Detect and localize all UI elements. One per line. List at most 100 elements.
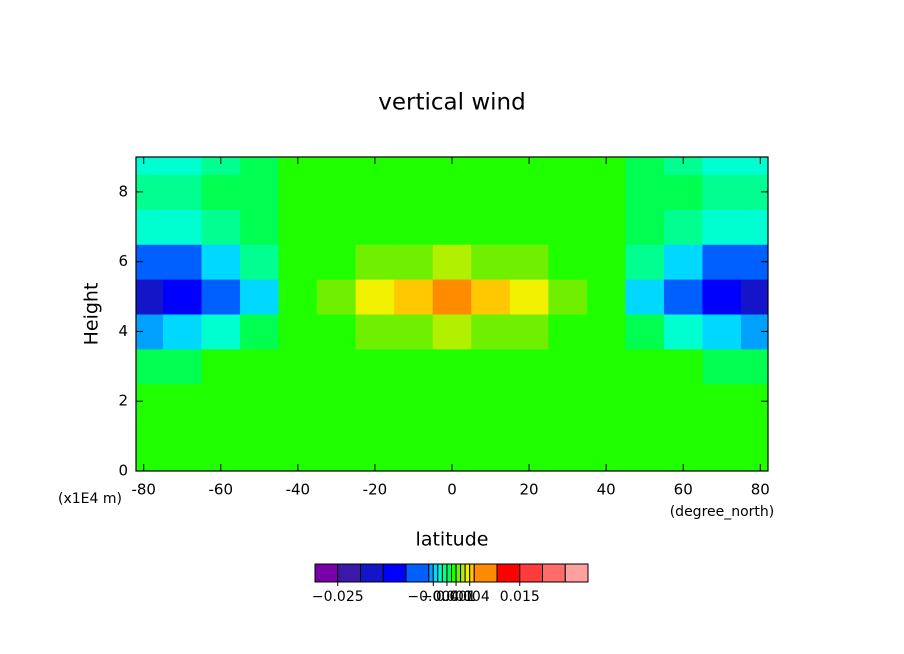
field-cell xyxy=(240,383,280,420)
y-axis-label: Height xyxy=(81,283,103,346)
field-cell xyxy=(702,279,742,315)
colorbar-box xyxy=(360,563,384,583)
field-cell xyxy=(432,174,472,210)
field-cell xyxy=(663,279,703,315)
field-cell xyxy=(162,348,203,385)
field-cell xyxy=(741,279,768,315)
field-cell xyxy=(278,418,318,455)
field-cell xyxy=(162,174,203,210)
field-cell xyxy=(394,383,434,420)
field-cell xyxy=(471,383,511,420)
field-cell xyxy=(586,174,626,210)
field-cell xyxy=(136,453,164,471)
field-cell xyxy=(355,453,395,471)
field-cell xyxy=(509,174,549,210)
field-cell xyxy=(136,244,164,280)
colorbar-tick-label: −0.001 xyxy=(421,589,473,605)
field-cell xyxy=(394,453,434,471)
field-cell xyxy=(201,383,241,420)
field-cell xyxy=(741,157,768,175)
field-cell xyxy=(278,453,318,471)
field-cell xyxy=(394,244,434,280)
field-cell xyxy=(625,314,665,350)
colorbar-box xyxy=(337,563,361,583)
field-cell xyxy=(702,314,742,350)
field-cell xyxy=(162,209,203,245)
field-cell xyxy=(201,279,241,315)
field-cell xyxy=(663,209,703,245)
field-cell xyxy=(317,383,357,420)
field-cell xyxy=(625,348,665,385)
colorbar-box xyxy=(519,563,543,583)
field-cell xyxy=(586,314,626,350)
x-tick-label: 80 xyxy=(751,481,770,499)
field-cell xyxy=(317,157,357,175)
field-cell xyxy=(509,209,549,245)
field-cell xyxy=(741,418,768,455)
field-cell xyxy=(625,209,665,245)
field-cell xyxy=(509,348,549,385)
colorbar-tick-label: 0.004 xyxy=(450,589,490,605)
colorbar-box xyxy=(437,563,443,583)
field-cell xyxy=(471,174,511,210)
colorbar-box xyxy=(542,563,566,583)
field-cell xyxy=(355,314,395,350)
field-cell xyxy=(471,453,511,471)
field-cell xyxy=(509,244,549,280)
field-cell xyxy=(663,157,703,175)
field-cell xyxy=(663,453,703,471)
field-cell xyxy=(317,314,357,350)
field-cell xyxy=(240,453,280,471)
field-cell xyxy=(432,314,472,350)
x-tick-label: -40 xyxy=(286,481,311,499)
colorbar-box xyxy=(451,563,457,583)
field-cell xyxy=(162,314,203,350)
field-cell xyxy=(586,209,626,245)
field-cell xyxy=(663,314,703,350)
field-cell xyxy=(201,314,241,350)
field-cell xyxy=(471,279,511,315)
field-cell xyxy=(355,174,395,210)
field-cell xyxy=(162,453,203,471)
y-tick-label: 6 xyxy=(118,252,128,270)
field-cell xyxy=(136,418,164,455)
field-cell xyxy=(201,209,241,245)
field-cell xyxy=(625,174,665,210)
field-cell xyxy=(317,244,357,280)
colorbar-tick-label: 0.015 xyxy=(500,589,540,605)
field-cell xyxy=(201,348,241,385)
x-tick-label: 20 xyxy=(520,481,539,499)
field-cell xyxy=(278,157,318,175)
y-tick-label: 2 xyxy=(118,392,128,410)
field-cell xyxy=(394,209,434,245)
field-cell xyxy=(548,157,588,175)
colorbar-box xyxy=(432,563,439,583)
field-cell xyxy=(136,279,164,315)
colorbar-box xyxy=(446,563,453,583)
field-cell xyxy=(548,418,588,455)
field-cell xyxy=(509,314,549,350)
field-cell xyxy=(240,348,280,385)
colorbar-box xyxy=(382,563,407,583)
field-cell xyxy=(625,418,665,455)
colorbar-box xyxy=(405,563,430,583)
field-cell xyxy=(432,157,472,175)
field-cell xyxy=(471,244,511,280)
colorbar-box xyxy=(564,563,589,583)
field-cell xyxy=(432,348,472,385)
field-cell xyxy=(136,314,164,350)
field-cell xyxy=(240,157,280,175)
field-cell xyxy=(548,348,588,385)
field-cell xyxy=(355,418,395,455)
colorbar-box xyxy=(473,563,498,583)
field-cell xyxy=(394,279,434,315)
field-cell xyxy=(702,209,742,245)
field-cell xyxy=(663,418,703,455)
field-cell xyxy=(625,383,665,420)
field-cell xyxy=(741,348,768,385)
x-axis-label: latitude xyxy=(416,529,489,551)
field-cell xyxy=(432,418,472,455)
field-cell xyxy=(548,279,588,315)
field-cell xyxy=(394,157,434,175)
